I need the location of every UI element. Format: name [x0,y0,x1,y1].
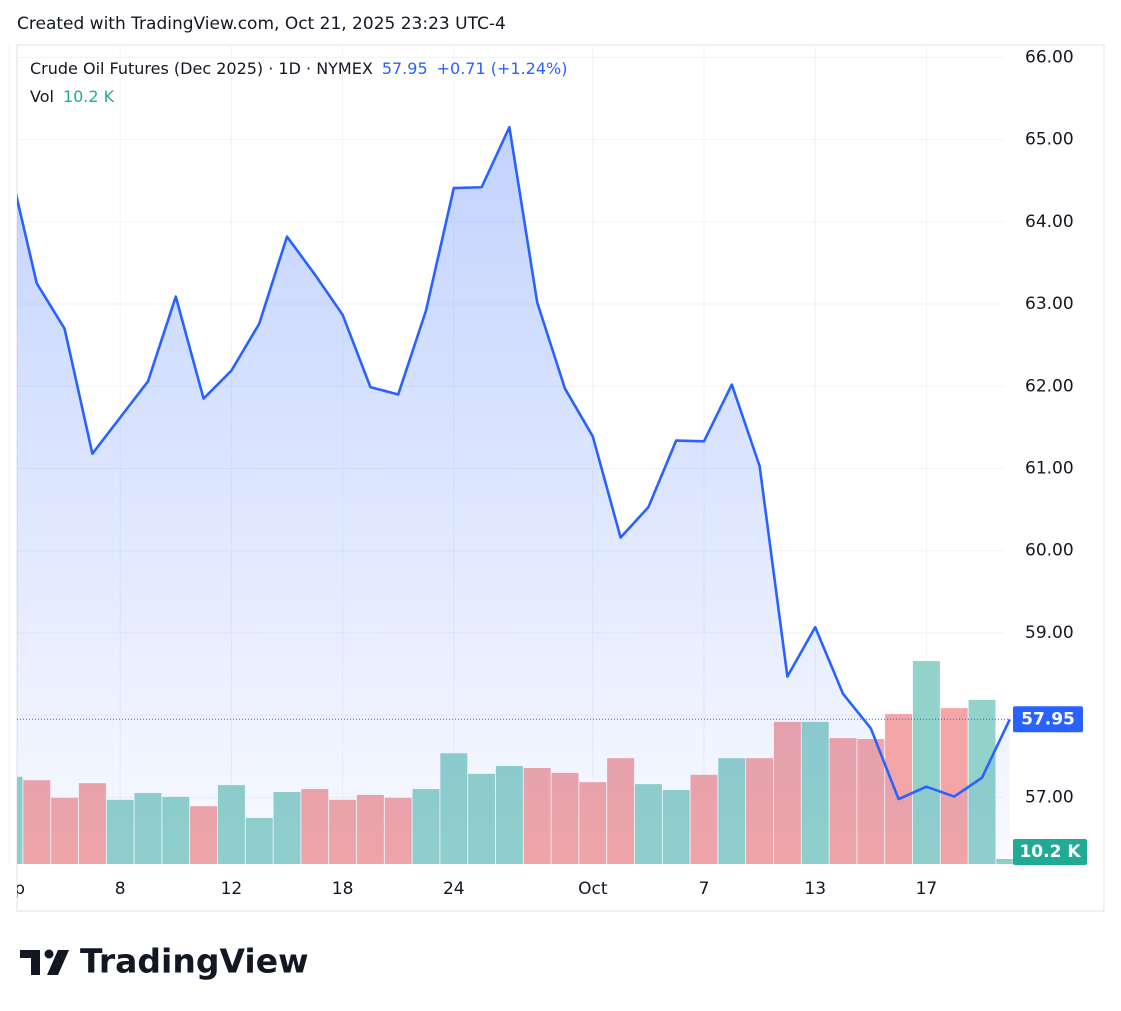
x-tick-label: 13 [804,879,826,899]
y-tick-label: 66.00 [1025,47,1074,67]
x-tick-label: 8 [115,879,126,899]
x-tick-label: 12 [221,879,243,899]
x-tick-label: 7 [699,879,710,899]
y-tick-label: 60.00 [1025,541,1074,561]
y-tick-label: 65.00 [1025,130,1074,150]
legend-main: Crude Oil Futures (Dec 2025) · 1D · NYME… [30,59,576,78]
price-badge [1013,706,1083,733]
logo-shape [20,950,40,975]
y-tick-label: 59.00 [1025,623,1074,643]
x-axis: Sep 8 12 18 24 Oct 7 13 17 [0,879,938,899]
y-tick-label: 64.00 [1025,212,1074,232]
legend-price: 57.95 [381,59,428,78]
x-tick-label: 17 [916,879,938,899]
plot-layer [17,125,1011,864]
volume-badge-label: 10.2 K [1019,842,1081,862]
y-tick-label: 61.00 [1025,458,1074,478]
logo-shape [47,950,69,975]
price-badge-label: 57.95 [1021,709,1075,729]
brand-logo: TradingView [20,942,309,981]
x-tick-label: 18 [332,879,354,899]
x-tick-label: Sep [0,879,25,899]
legend-change: +0.71 (+1.24%) [436,59,568,78]
x-tick-label: Oct [578,879,608,899]
y-tick-label: 63.00 [1025,294,1074,314]
volume-badge [1013,839,1087,865]
y-tick-label: 57.00 [1025,787,1074,807]
legend-volume-name: Vol [30,87,54,106]
y-tick-label: 62.00 [1025,376,1074,396]
header-text: Created with TradingView.com, Oct 21, 20… [17,14,506,34]
legend-volume-value: 10.2 K [62,87,115,106]
x-tick-label: 24 [443,879,465,899]
legend-volume: Vol 10.2 K [30,87,123,106]
legend-title: Crude Oil Futures (Dec 2025) · 1D · NYME… [30,59,373,78]
logo-shape [44,949,54,959]
brand-name: TradingView [80,942,309,981]
price-line [17,125,1011,801]
price-area [17,127,1010,864]
y-axis: 57.0058.0059.0060.0061.0062.0063.0064.00… [1013,47,1087,865]
